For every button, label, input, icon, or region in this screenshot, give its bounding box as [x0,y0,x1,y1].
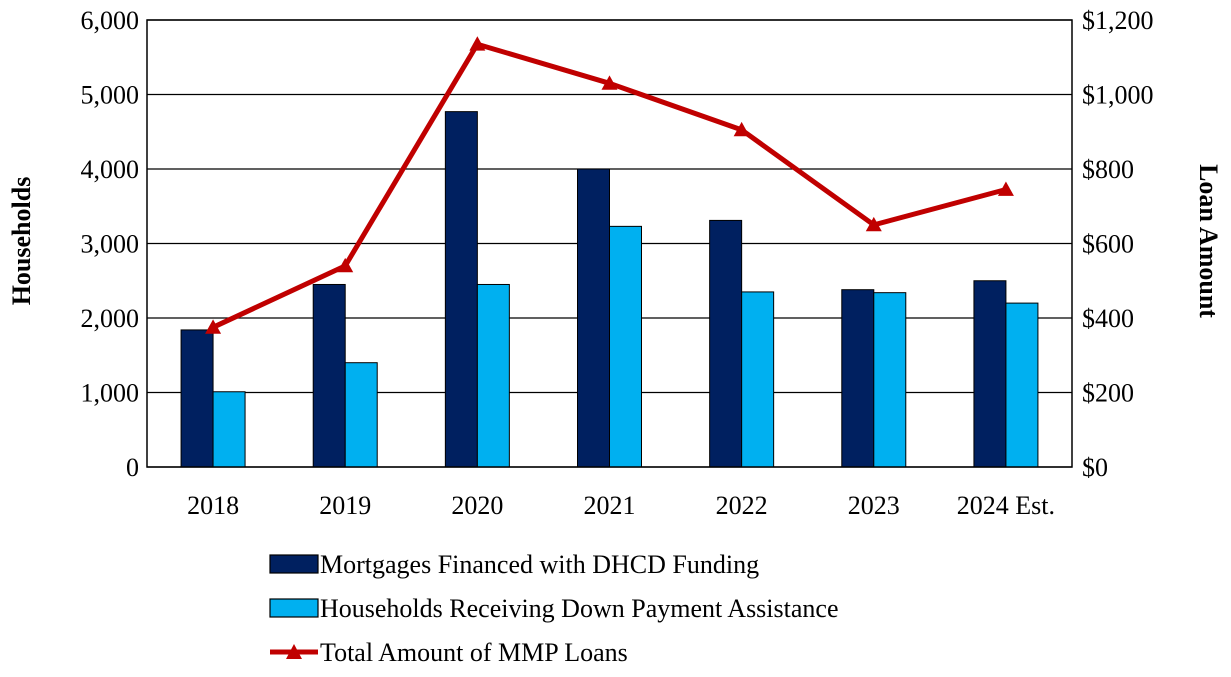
legend-swatch-marker [286,644,302,659]
x-tick-label: 2022 [716,491,768,520]
bar-down-payment [344,362,378,468]
legend: Mortgages Financed with DHCD Funding Hous… [269,550,839,667]
left-axis-ticks: 0 1,000 2,000 3,000 4,000 5,000 6,000 [81,6,140,482]
right-axis-ticks: $0 $200 $400 $600 $800 $1,000 $1,200 [1082,6,1154,482]
bar-down-payment [476,283,510,468]
y2-tick-label: $200 [1082,379,1134,408]
bar-down-payment [212,391,246,468]
bar-mortgages [444,111,478,468]
x-tick-label: 2023 [848,491,900,520]
bar-mortgages [709,219,743,468]
y-tick-label: 1,000 [81,379,140,408]
legend-label: Mortgages Financed with DHCD Funding [320,550,759,579]
bar-mortgages [973,280,1007,468]
bar-mortgages [180,329,214,468]
loan-amount-marker [469,36,486,51]
legend-swatch [269,554,319,574]
bar-down-payment [609,225,642,468]
line-series [205,36,1014,334]
loan-amount-marker [733,121,750,137]
plot-area-frame [146,19,1073,468]
right-axis-title: Loan Amount [1194,164,1223,318]
bar-mortgages [577,168,610,468]
y-tick-label: 5,000 [81,81,140,110]
y-tick-label: 0 [126,453,139,482]
y-tick-label: 4,000 [81,155,140,184]
y2-tick-label: $1,200 [1082,6,1154,35]
x-tick-label: 2020 [451,491,503,520]
x-tick-label: 2021 [584,491,636,520]
legend-label: Total Amount of MMP Loans [320,638,628,667]
x-tick-label: 2018 [187,491,239,520]
bar-mortgages [312,283,346,468]
bar-down-payment [741,291,775,468]
y2-tick-label: $600 [1082,230,1134,259]
y2-tick-label: $0 [1082,453,1108,482]
legend-label: Households Receiving Down Payment Assist… [320,594,839,623]
bar-down-payment [873,292,907,468]
loan-amount-marker [601,75,618,90]
y-tick-label: 2,000 [81,304,140,333]
y2-tick-label: $400 [1082,304,1134,333]
y-tick-label: 3,000 [81,230,140,259]
left-axis-title: Households [7,177,36,306]
bars [180,111,1039,468]
y2-tick-label: $800 [1082,155,1134,184]
bar-mortgages [841,289,875,468]
y2-tick-label: $1,000 [1082,81,1154,110]
x-tick-label: 2024 Est. [957,491,1055,520]
loan-amount-marker [997,181,1014,196]
legend-swatch [269,598,319,618]
loan-amount-marker [205,319,222,334]
loan-amount-marker [865,216,882,232]
loan-amount-marker [337,257,354,273]
x-tick-label: 2019 [319,491,371,520]
y-tick-label: 6,000 [81,6,140,35]
x-axis-ticks: 2018 2019 2020 2021 2022 2023 2024 Est. [187,491,1055,520]
bar-down-payment [1005,302,1039,468]
